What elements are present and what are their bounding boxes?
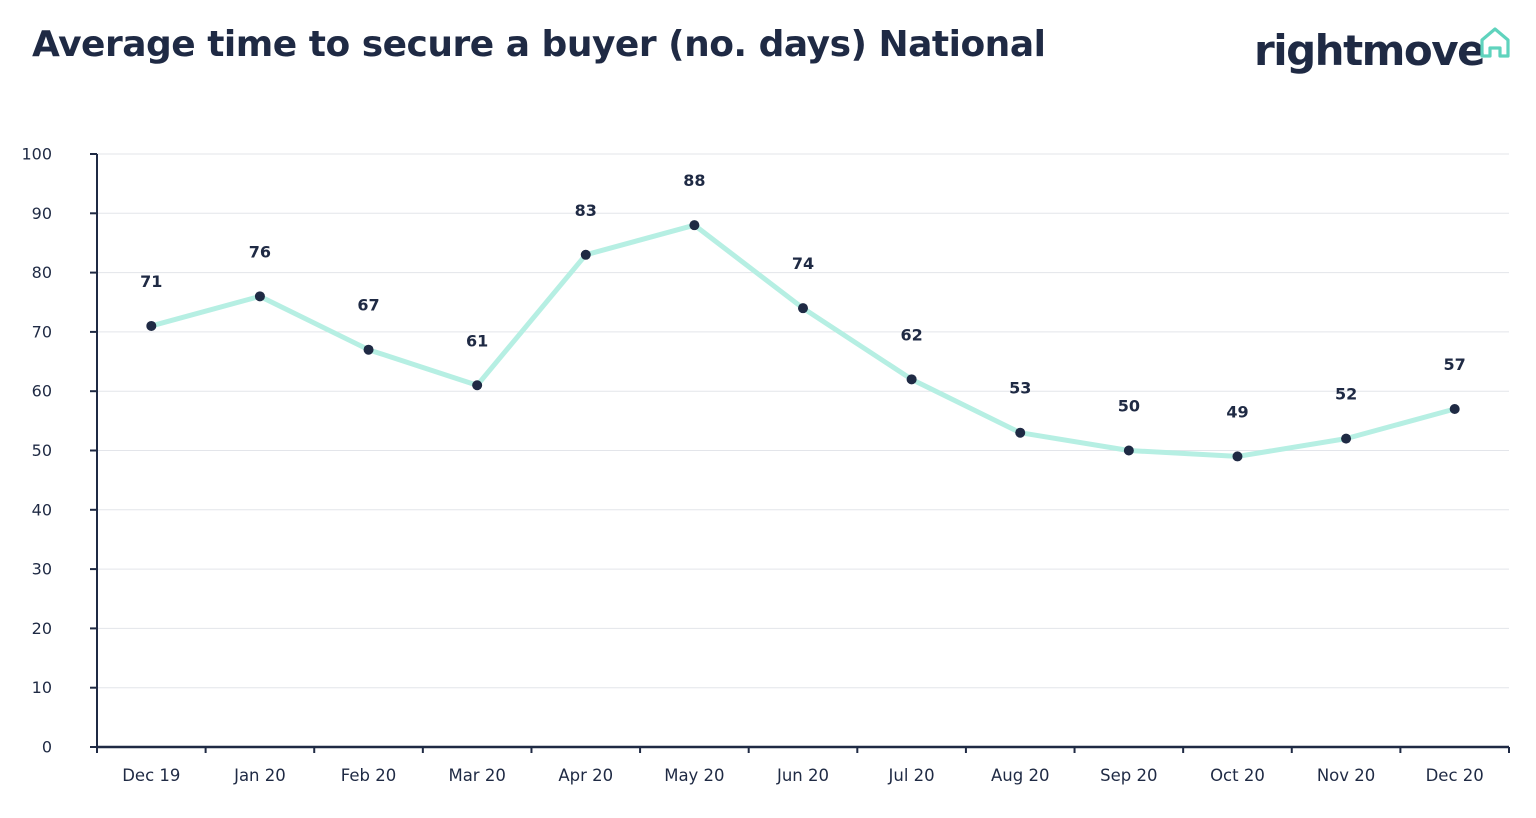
x-tick-label: Dec 19 bbox=[122, 766, 180, 785]
logo-text: rightmove bbox=[1254, 26, 1486, 75]
data-point bbox=[580, 249, 591, 260]
x-tick-label: Jul 20 bbox=[888, 766, 935, 785]
data-label: 61 bbox=[466, 331, 488, 350]
data-point bbox=[689, 220, 700, 231]
gridlines bbox=[97, 153, 1509, 689]
data-point bbox=[1015, 427, 1026, 438]
x-tick-label: Jan 20 bbox=[233, 766, 286, 785]
x-tick-label: Aug 20 bbox=[991, 766, 1049, 785]
data-point bbox=[254, 291, 265, 302]
y-tick-label: 20 bbox=[32, 619, 52, 638]
y-tick-label: 80 bbox=[32, 263, 52, 282]
x-tick-label: Feb 20 bbox=[341, 766, 396, 785]
data-point bbox=[1232, 451, 1243, 462]
x-tick-label: Dec 20 bbox=[1426, 766, 1484, 785]
data-label: 83 bbox=[575, 201, 597, 220]
x-tick-label: Nov 20 bbox=[1317, 766, 1375, 785]
y-tick-label: 90 bbox=[32, 204, 52, 223]
data-label: 74 bbox=[792, 254, 814, 273]
data-label: 76 bbox=[249, 242, 271, 261]
y-tick-label: 70 bbox=[32, 322, 52, 341]
data-point bbox=[146, 320, 157, 331]
y-tick-label: 50 bbox=[32, 441, 52, 460]
house-outline-icon bbox=[1480, 27, 1510, 58]
y-tick-label: 40 bbox=[32, 500, 52, 519]
y-tick-label: 60 bbox=[32, 382, 52, 401]
data-point bbox=[906, 374, 917, 385]
data-label: 57 bbox=[1444, 355, 1466, 374]
data-label: 67 bbox=[357, 296, 379, 315]
data-label: 50 bbox=[1118, 397, 1140, 416]
x-tick-label: Sep 20 bbox=[1100, 766, 1157, 785]
data-label: 88 bbox=[683, 171, 705, 190]
data-label: 52 bbox=[1335, 385, 1357, 404]
data-label: 62 bbox=[900, 325, 922, 344]
x-tick-label: Apr 20 bbox=[558, 766, 613, 785]
x-axis-ticks: Dec 19 Jan 20 Feb 20 Mar 20 Apr 20 May 20 Jun … bbox=[96, 747, 1510, 785]
x-tick-label: Oct 20 bbox=[1210, 766, 1265, 785]
data-label: 53 bbox=[1009, 379, 1031, 398]
data-point bbox=[798, 303, 808, 314]
chart-title: Average time to secure a buyer (no. days… bbox=[32, 24, 1046, 65]
y-tick-label: 0 bbox=[42, 738, 52, 757]
data-point bbox=[363, 344, 374, 355]
x-tick-label: Jun 20 bbox=[776, 766, 829, 785]
data-label: 49 bbox=[1226, 402, 1248, 421]
data-point bbox=[1449, 403, 1460, 414]
data-label: 71 bbox=[140, 272, 162, 291]
data-point bbox=[1341, 433, 1352, 444]
data-points bbox=[146, 220, 1460, 462]
y-tick-label: 30 bbox=[32, 560, 52, 579]
x-tick-label: Mar 20 bbox=[448, 766, 505, 785]
y-tick-label: 10 bbox=[32, 678, 52, 697]
x-tick-label: May 20 bbox=[664, 766, 724, 785]
data-point bbox=[472, 380, 483, 391]
y-tick-label: 100 bbox=[21, 145, 52, 164]
data-labels: 71 76 67 61 83 88 74 62 53 50 49 52 57 bbox=[140, 171, 1466, 421]
y-axis-ticks: 0 10 20 30 40 50 60 70 80 90 100 bbox=[21, 145, 97, 757]
data-point bbox=[1123, 445, 1134, 456]
